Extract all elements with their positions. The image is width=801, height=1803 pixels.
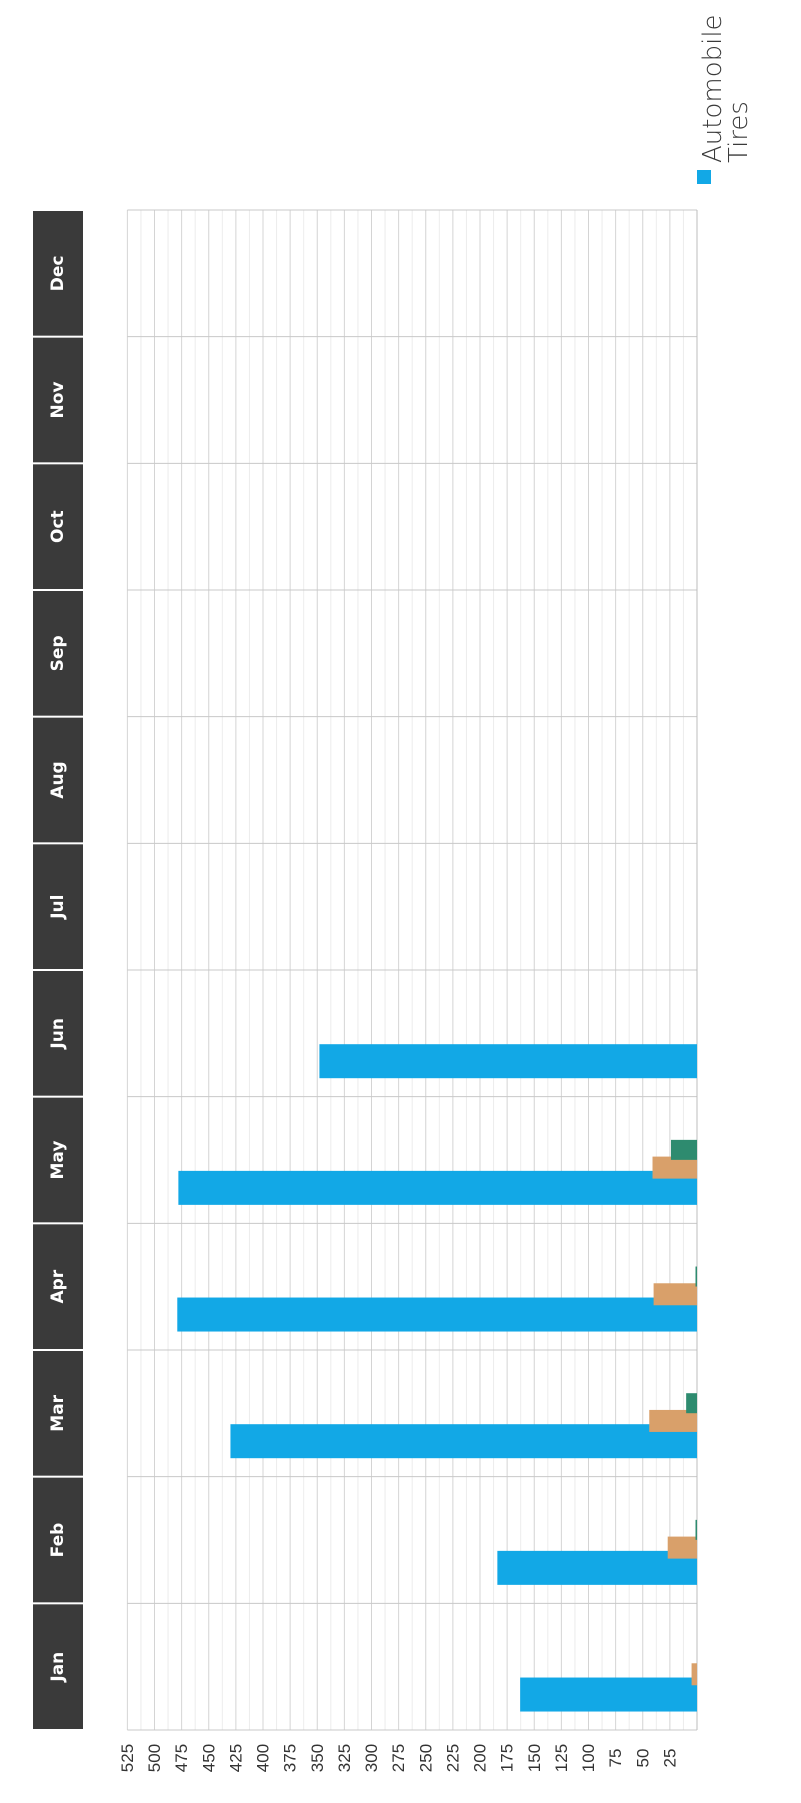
- month-header-sep: [33, 591, 83, 716]
- value-tick-label: 450: [199, 1744, 218, 1772]
- value-tick-label: 325: [335, 1744, 354, 1772]
- legend-label: Automobile: [698, 14, 728, 163]
- month-label-nov: Nov: [48, 382, 68, 419]
- month-label-jul: Jul: [48, 895, 68, 920]
- legend: AutomobileTiresCommercialTiresFarm Tract…: [697, 14, 754, 184]
- month-label-apr: Apr: [48, 1269, 68, 1303]
- grid-layer: [126, 209, 698, 1731]
- value-axis-tick-labels: 25 50 75 100 125 150 175 200 225 250 275 300 325 350 3…: [118, 1744, 680, 1772]
- value-tick-label: 100: [579, 1744, 598, 1772]
- month-label-may: May: [48, 1141, 68, 1180]
- legend-label: Tires: [724, 101, 754, 163]
- month-header-dec: [33, 211, 83, 336]
- bars-layer: [177, 1044, 697, 1712]
- month-header-layer: Jan Feb Mar Apr May Jun Jul Aug Sep Oct Nov Dec: [33, 211, 83, 1729]
- value-tick-label: 425: [226, 1744, 245, 1772]
- value-tick-label: 475: [172, 1744, 191, 1772]
- value-tick-label: 250: [416, 1744, 435, 1772]
- bar-farm-tractor-tires-mar: [686, 1393, 697, 1414]
- month-label-oct: Oct: [48, 510, 68, 543]
- value-tick-label: 375: [281, 1744, 300, 1772]
- value-tick-label: 400: [254, 1744, 273, 1772]
- value-tick-label: 225: [443, 1744, 462, 1772]
- value-tick-label: 50: [633, 1749, 652, 1768]
- month-label-sep: Sep: [48, 635, 68, 671]
- month-label-mar: Mar: [48, 1394, 68, 1431]
- bar-automobile-tires-jan: [520, 1677, 697, 1712]
- month-header-mar: [33, 1351, 83, 1476]
- month-label-jan: Jan: [48, 1652, 68, 1683]
- value-tick-label: 125: [552, 1744, 571, 1772]
- value-tick-label: 300: [362, 1744, 381, 1772]
- value-tick-label: 500: [145, 1744, 164, 1772]
- value-tick-label: 175: [498, 1744, 517, 1772]
- bar-commercial-tires-feb: [667, 1536, 697, 1559]
- month-header-nov: [33, 337, 83, 463]
- value-tick-label: 150: [525, 1744, 544, 1772]
- value-tick-label: 525: [118, 1744, 137, 1772]
- month-header-jan: [33, 1604, 83, 1729]
- month-header-jun: [33, 971, 83, 1096]
- bar-commercial-tires-apr: [653, 1283, 697, 1306]
- value-tick-label: 350: [308, 1744, 327, 1772]
- bar-farm-tractor-tires-apr: [695, 1266, 697, 1287]
- bar-commercial-tires-may: [652, 1156, 697, 1179]
- bar-automobile-tires-may: [178, 1170, 697, 1205]
- month-header-feb: [33, 1477, 83, 1603]
- month-label-feb: Feb: [48, 1523, 68, 1558]
- bar-commercial-tires-mar: [649, 1409, 697, 1432]
- bar-automobile-tires-jun: [319, 1044, 697, 1079]
- month-header-may: [33, 1097, 83, 1223]
- bar-farm-tractor-tires-may: [670, 1139, 697, 1160]
- bar-automobile-tires-feb: [497, 1550, 697, 1585]
- month-header-apr: [33, 1224, 83, 1349]
- bar-automobile-tires-mar: [230, 1424, 697, 1459]
- legend-swatch: [697, 170, 711, 184]
- value-tick-label: 200: [471, 1744, 490, 1772]
- month-header-jul: [33, 844, 83, 969]
- bar-farm-tractor-tires-feb: [695, 1519, 697, 1540]
- month-label-aug: Aug: [48, 761, 68, 798]
- bar-commercial-tires-jan: [691, 1663, 697, 1686]
- value-tick-label: 25: [660, 1749, 679, 1768]
- month-header-oct: [33, 464, 83, 589]
- value-tick-label: 275: [389, 1744, 408, 1772]
- month-label-dec: Dec: [48, 255, 68, 291]
- month-header-aug: [33, 717, 83, 843]
- month-label-jun: Jun: [48, 1018, 68, 1050]
- bar-automobile-tires-apr: [177, 1297, 697, 1332]
- value-tick-label: 75: [606, 1749, 625, 1768]
